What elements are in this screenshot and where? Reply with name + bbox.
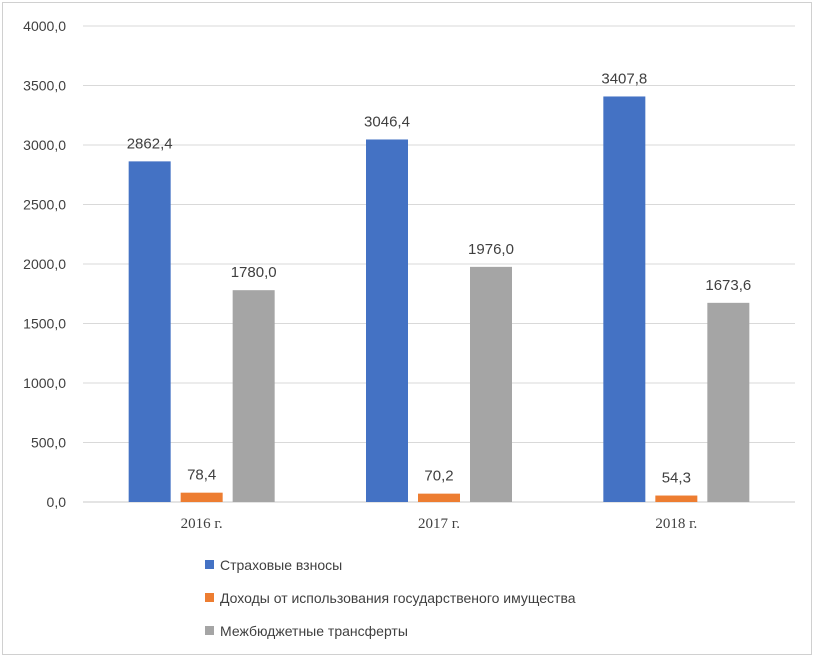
legend: Страховые взносы Доходы от использования… — [205, 548, 576, 647]
data-label: 54,3 — [662, 470, 691, 487]
bar — [470, 266, 512, 502]
bar — [366, 139, 408, 502]
legend-label: Доходы от использования государственого … — [220, 589, 576, 606]
data-label: 1780,0 — [231, 264, 277, 281]
legend-label: Межбюджетные трансферты — [220, 622, 408, 639]
x-axis-ticks: 2016 г. 2017 г. 2018 г. — [181, 516, 698, 532]
bar — [128, 161, 171, 503]
x-tick-label: 2016 г. — [181, 516, 223, 532]
y-tick-label: 3000,0 — [23, 137, 66, 153]
bar — [232, 290, 275, 502]
gridlines — [83, 25, 795, 503]
x-tick-label: 2018 г. — [655, 516, 697, 532]
y-tick-label: 1500,0 — [23, 316, 66, 332]
y-tick-label: 4000,0 — [23, 18, 66, 34]
x-tick-label: 2017 г. — [418, 516, 460, 532]
legend-item-transfers: Межбюджетные трансферты — [205, 614, 576, 647]
data-label: 1673,6 — [705, 277, 751, 294]
legend-item-insurance: Страховые взносы — [205, 548, 576, 581]
y-axis-ticks: 0,0 500,0 1000,0 1500,0 2000,0 2500,0 3000,0 35… — [23, 18, 66, 510]
bar — [655, 495, 698, 502]
y-tick-label: 2500,0 — [23, 197, 66, 213]
y-tick-label: 2000,0 — [23, 256, 66, 272]
data-label: 78,4 — [187, 467, 216, 484]
data-label: 70,2 — [424, 468, 453, 485]
bars — [128, 96, 750, 503]
legend-swatch — [205, 560, 214, 569]
y-tick-label: 0,0 — [47, 494, 67, 510]
y-tick-label: 3500,0 — [23, 78, 66, 94]
data-label: 3046,4 — [364, 113, 410, 130]
legend-swatch — [205, 626, 214, 635]
y-tick-label: 1000,0 — [23, 375, 66, 391]
bar — [707, 302, 750, 502]
legend-item-property-income: Доходы от использования государственого … — [205, 581, 576, 614]
bar — [603, 96, 646, 502]
legend-label: Страховые взносы — [220, 556, 343, 573]
data-label: 3407,8 — [601, 70, 647, 87]
bar — [180, 492, 223, 502]
y-tick-label: 500,0 — [31, 435, 66, 451]
data-labels: 2862,4 78,4 1780,0 3046,4 70,2 1976,0 3407,8 54… — [127, 70, 752, 486]
legend-swatch — [205, 593, 214, 602]
data-label: 2862,4 — [127, 135, 173, 152]
data-label: 1976,0 — [468, 241, 514, 258]
bar — [418, 493, 460, 502]
